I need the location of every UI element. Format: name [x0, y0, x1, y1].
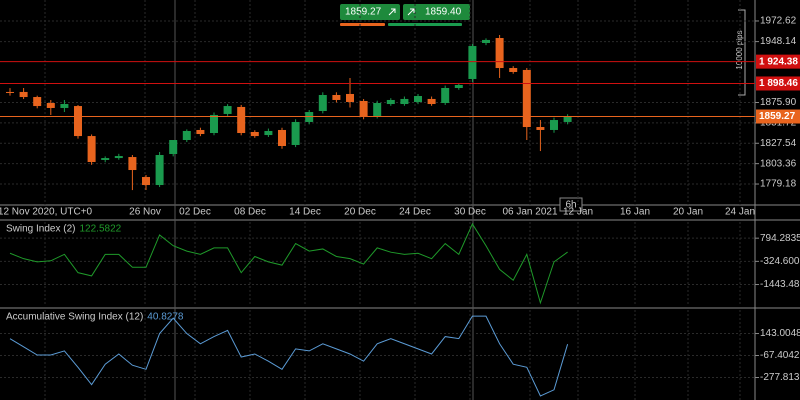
level-label: 1 924.38 [759, 56, 798, 67]
level-tag [756, 109, 800, 124]
x-tick-label: 02 Dec [179, 207, 211, 218]
level-tag [756, 54, 800, 69]
timeframe-box [559, 197, 583, 212]
indicator-value: 122.5822 [79, 224, 121, 235]
sell-bar [340, 23, 385, 26]
candle-body [33, 97, 42, 107]
arrow-icon [388, 8, 396, 16]
candle-body [223, 106, 232, 114]
candle-body [6, 91, 14, 93]
y-tick-label: 1803.36 [760, 158, 797, 169]
sell-button[interactable] [340, 4, 400, 20]
x-tick-label: 06 Jan 2021 [502, 207, 557, 218]
candle-body [128, 157, 137, 171]
x-tick-label: 14 Dec [289, 207, 321, 218]
pips-bracket [738, 9, 746, 96]
candle-body [536, 127, 545, 130]
x-tick-label: 08 Dec [234, 207, 266, 218]
candle-body [318, 94, 327, 112]
candle-body [386, 99, 395, 105]
level-label: 1859.27 [759, 111, 796, 122]
candle-body [60, 104, 69, 108]
candle-body [114, 156, 123, 159]
y-tick-label: 1972.62 [760, 16, 797, 27]
candle-body [74, 106, 82, 137]
candle-body [359, 100, 368, 117]
candle-body [101, 158, 110, 160]
candle-body [250, 132, 259, 137]
candle-body [155, 155, 164, 186]
sell-price: 1859.27 [345, 7, 382, 18]
x-tick-label: 26 Nov [129, 207, 161, 218]
indicator-title: Accumulative Swing Index (12) [6, 312, 143, 323]
candle-body [346, 93, 354, 102]
candle-body [509, 68, 518, 72]
candle-body [291, 121, 300, 145]
candle-body [19, 91, 28, 98]
x-tick-label: 24 Dec [399, 207, 431, 218]
candle-body [550, 120, 558, 130]
indicator-line [9, 222, 568, 305]
candle-body [495, 38, 504, 69]
candle-body [264, 130, 273, 136]
candle-body [482, 39, 490, 43]
buy-bar [388, 23, 462, 26]
indicator-line [9, 315, 569, 397]
y-tick-label: 1875.90 [760, 97, 797, 108]
x-tick-label: 20 Jan [673, 207, 703, 218]
y-tick-label: 794.2835 [760, 233, 800, 244]
y-tick-label: 1779.18 [760, 179, 797, 190]
arrow-icon [407, 8, 415, 16]
y-tick-label: -277.8131 [760, 372, 800, 383]
candle-body [400, 98, 409, 105]
timeframe-label: 6h [565, 200, 576, 211]
level-tag [756, 76, 800, 91]
indicator-title: Swing Index (2) [6, 224, 75, 235]
y-tick-label: -1443.4886 [760, 279, 800, 290]
buy-button[interactable] [403, 4, 470, 20]
candle-body [427, 98, 436, 105]
x-tick-label: 30 Dec [454, 207, 486, 218]
indicator-value: 40.8278 [147, 312, 184, 323]
x-tick-label: 12 Nov 2020, UTC+0 [0, 207, 93, 218]
candle-body [196, 129, 205, 135]
candle-body [46, 103, 55, 108]
x-tick-label: 20 Dec [344, 207, 376, 218]
candle-body [441, 88, 450, 104]
candle-body [142, 177, 150, 186]
x-tick-label: 16 Jan [620, 207, 650, 218]
y-tick-label: -324.6006 [760, 256, 800, 267]
candle-body [563, 116, 572, 122]
buy-price: 1859.40 [425, 7, 462, 18]
y-tick-label: -67.4042 [760, 350, 800, 361]
candle-body [169, 140, 178, 155]
y-tick-label: 143.0048 [760, 328, 800, 339]
candle-body [237, 106, 246, 134]
candle-body [278, 129, 286, 146]
candle-body [522, 69, 531, 128]
x-tick-label: 24 Jan [725, 207, 755, 218]
candle-body [182, 130, 191, 141]
candle-body [210, 114, 218, 134]
candle-body [87, 136, 96, 163]
x-tick-label: 12 Jan [563, 207, 593, 218]
level-label: 1 898.46 [759, 78, 798, 89]
y-tick-label: 1827.54 [760, 138, 797, 149]
candle-body [454, 84, 463, 89]
candle-body [332, 94, 341, 100]
candle-body [468, 46, 477, 79]
y-tick-label: 1948.14 [760, 36, 797, 47]
candle-body [414, 96, 422, 102]
candle-body [373, 103, 382, 116]
